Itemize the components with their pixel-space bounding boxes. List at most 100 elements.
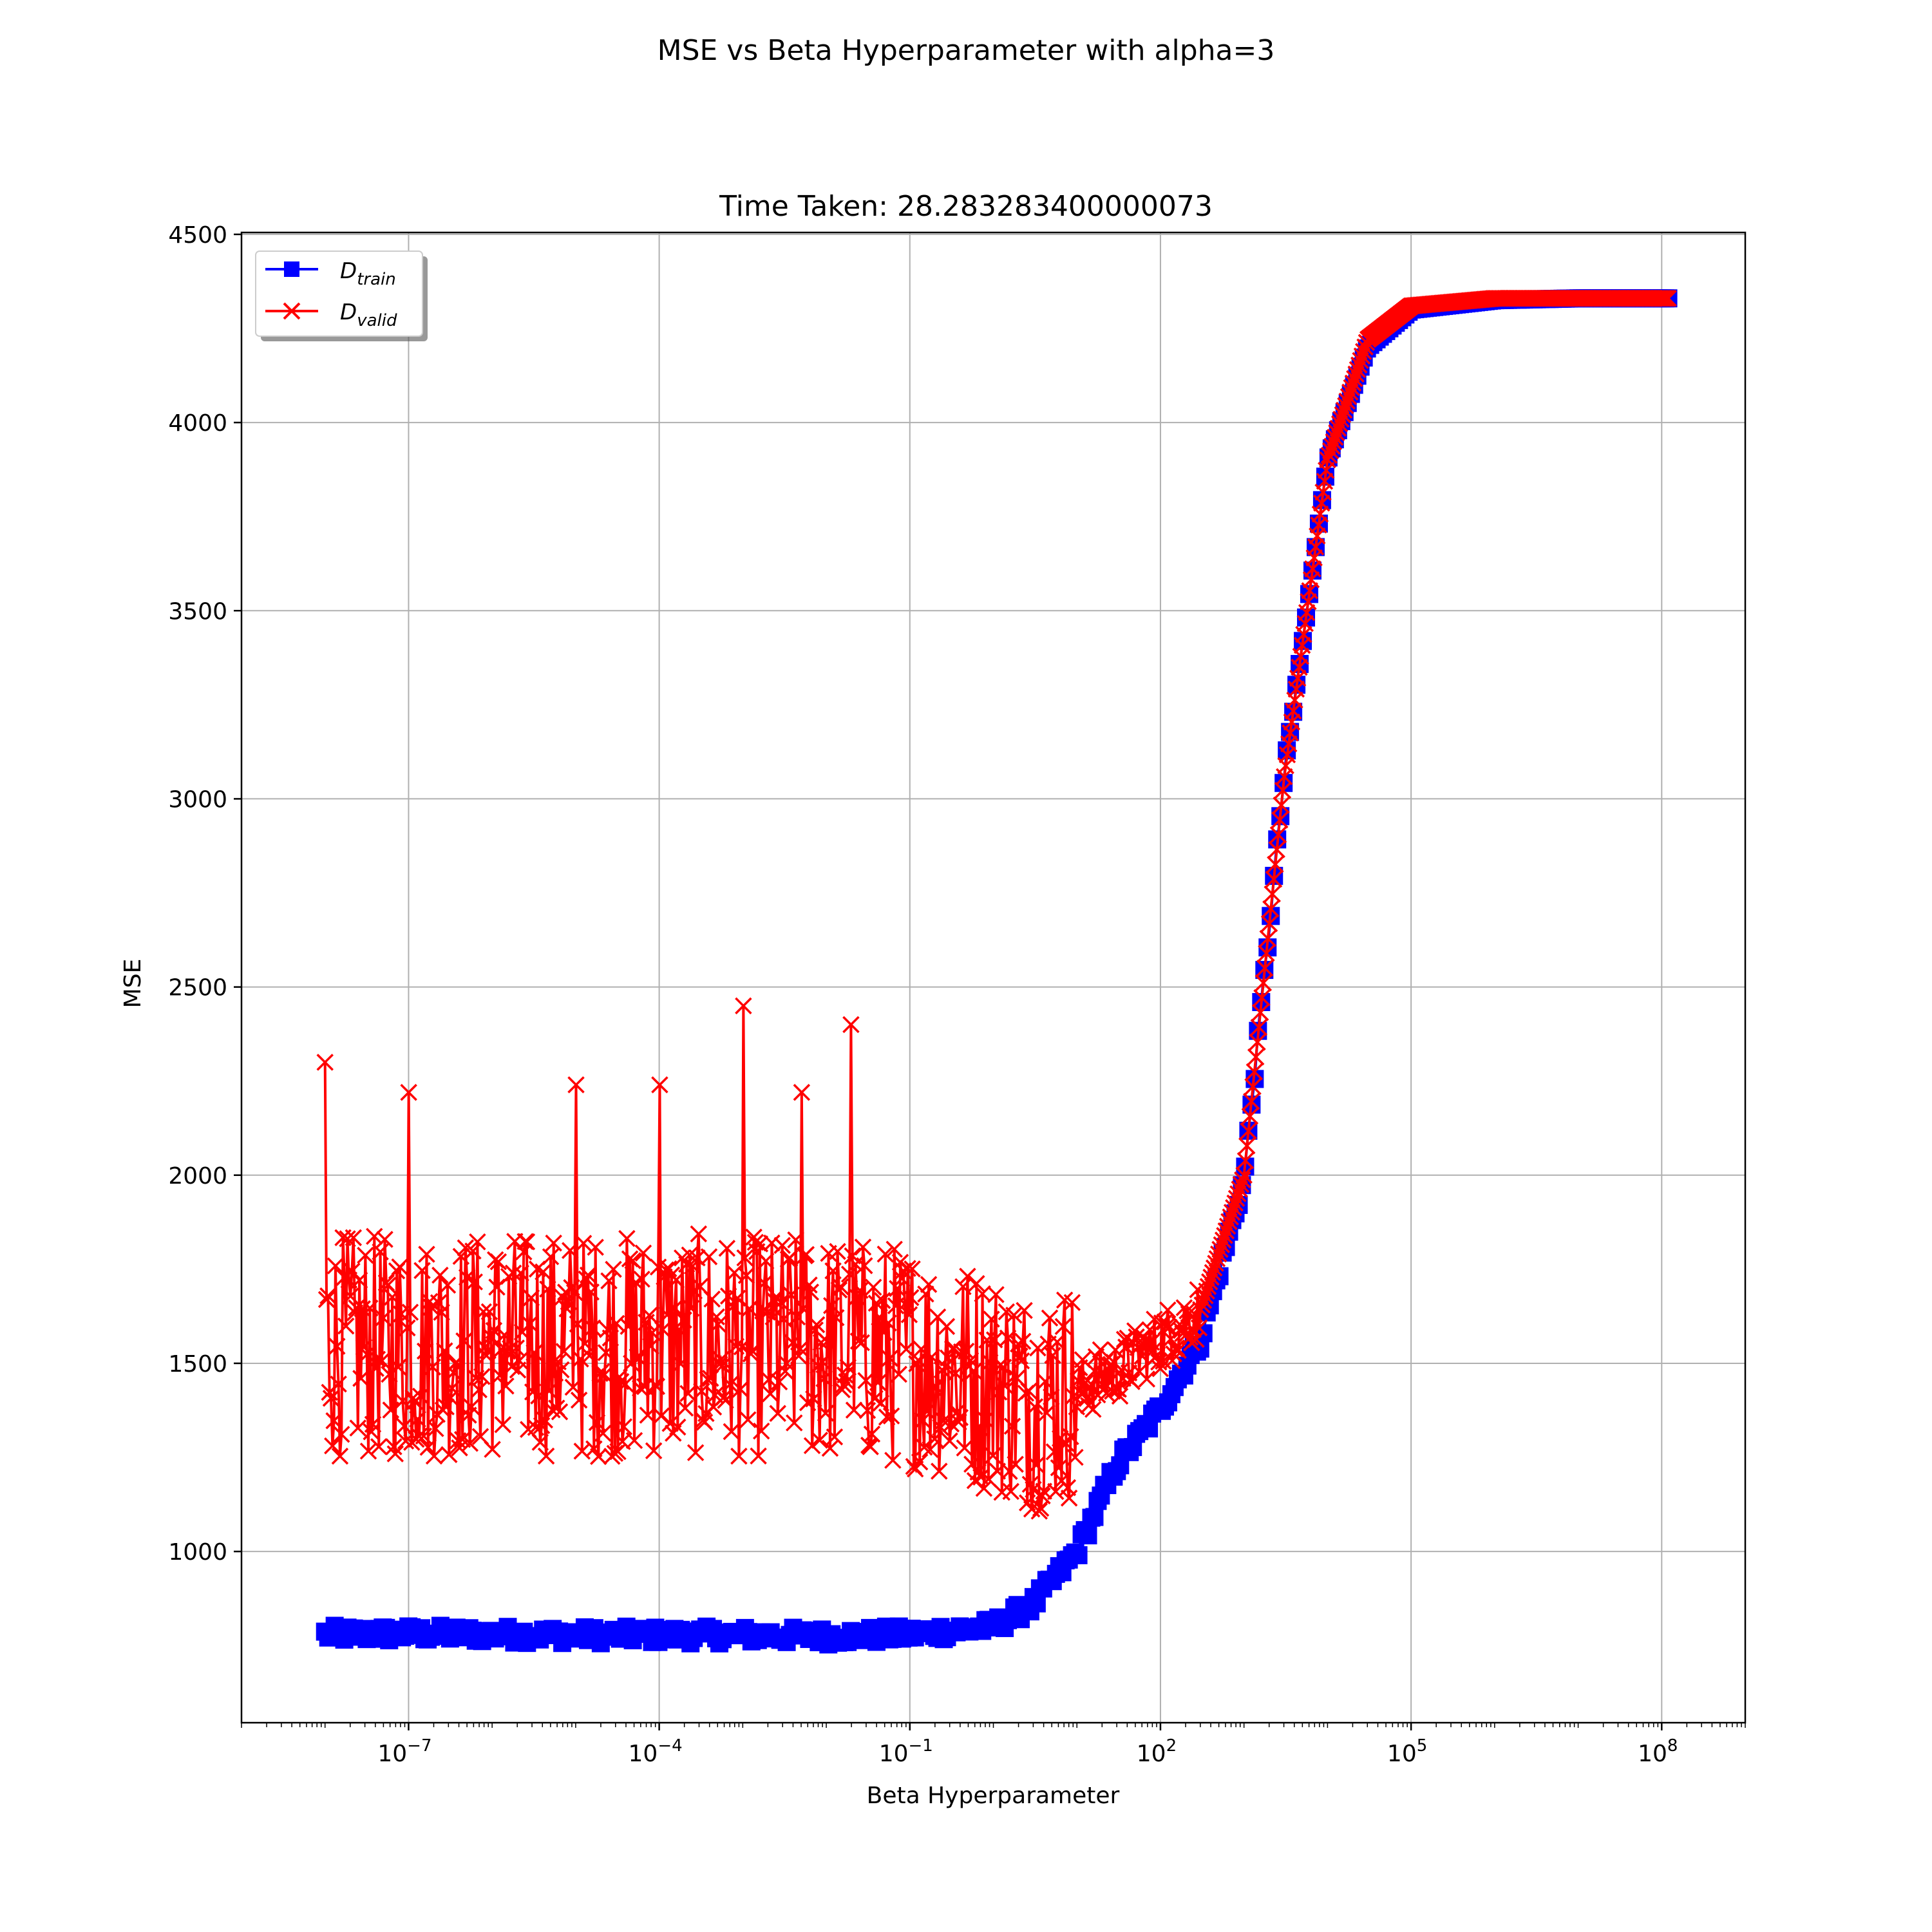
valid-point [415,1427,433,1445]
valid-point [1256,959,1274,977]
valid-point [976,1411,994,1428]
valid-point [876,1245,895,1263]
valid-point [1240,1122,1257,1140]
valid-point [773,1236,791,1255]
valid-point [317,1291,336,1309]
valid-point [790,1347,808,1365]
valid-point [1255,974,1273,992]
valid-point [1349,361,1367,379]
valid-point [800,1276,818,1294]
valid-point [1092,1341,1110,1359]
valid-point [830,1281,848,1299]
valid-point [961,1352,980,1369]
valid-point [1244,1077,1262,1095]
valid-point [654,1321,672,1338]
valid-point [750,1447,767,1465]
valid-point [880,1314,897,1332]
valid-point [443,1379,461,1397]
valid-point [1267,855,1284,873]
valid-point [1214,1231,1232,1249]
valid-point [712,1350,730,1368]
valid-point [466,1273,483,1291]
valid-point [1060,1489,1078,1507]
valid-point [687,1444,705,1461]
valid-point [1041,1309,1059,1327]
valid-point [359,1443,377,1460]
valid-point [1043,1388,1060,1406]
valid-point [851,1282,869,1299]
valid-point [1020,1382,1037,1400]
valid-point [1036,1372,1054,1390]
valid-point [425,1447,443,1465]
valid-point [1325,433,1343,451]
valid-point [1110,1381,1127,1398]
valid-point [1209,1245,1227,1263]
valid-point [582,1283,600,1301]
valid-point [455,1332,473,1350]
legend-label-train: D [340,258,357,284]
valid-point [1207,1255,1224,1272]
valid-point [766,1292,784,1310]
valid-point [511,1352,528,1370]
valid-point [1251,1003,1269,1021]
y-tick-label: 4000 [168,410,227,437]
valid-point [873,1292,891,1309]
valid-point [349,1419,367,1437]
valid-point [775,1310,793,1328]
valid-point [826,1428,844,1446]
valid-point [1241,1107,1259,1125]
valid-point [803,1437,821,1455]
valid-point [1222,1208,1239,1226]
valid-point [339,1230,356,1247]
svg-text:Dvalid: Dvalid [340,299,397,330]
valid-point [1226,1194,1244,1212]
valid-point [469,1233,486,1251]
valid-point [419,1439,437,1456]
valid-point [755,1274,773,1292]
train-point [1085,1508,1104,1526]
valid-point [1231,1180,1248,1198]
valid-point [1258,944,1275,962]
valid-point [1066,1448,1084,1466]
valid-point [963,1455,981,1473]
valid-point [553,1361,570,1379]
valid-point [1177,1326,1195,1344]
valid-point [491,1367,509,1385]
valid-point [1005,1307,1023,1324]
valid-point [1338,392,1356,410]
valid-point [782,1286,800,1304]
valid-point [596,1366,613,1383]
valid-point [1341,383,1359,401]
valid-point [494,1416,512,1434]
valid-point [551,1403,569,1421]
valid-point [996,1377,1014,1395]
train-point [1079,1526,1097,1545]
legend-item-train: Dtrain [265,258,396,289]
valid-point [831,1278,849,1296]
valid-point [462,1398,480,1416]
valid-point [927,1378,945,1396]
valid-point [527,1419,545,1436]
valid-point [1213,1236,1231,1254]
valid-point [805,1390,822,1408]
valid-point [1350,356,1368,374]
valid-point [902,1289,920,1307]
valid-point [999,1329,1017,1347]
valid-point [337,1317,355,1335]
valid-point [597,1344,615,1361]
valid-point [461,1435,479,1452]
valid-point [1078,1390,1096,1407]
valid-point [920,1276,938,1293]
valid-point [1150,1353,1168,1371]
valid-point [772,1294,790,1311]
valid-point [632,1379,649,1397]
valid-point [872,1394,890,1412]
valid-point [588,1414,606,1432]
y-tick-label: 1500 [168,1351,227,1378]
valid-point [931,1463,948,1480]
valid-point [1218,1217,1236,1235]
y-axis-ticks: 1000 1500 2000 2500 3000 3500 4000 4500 [168,222,242,1566]
valid-point [1190,1319,1208,1337]
valid-point [926,1430,943,1448]
valid-point [950,1413,967,1431]
